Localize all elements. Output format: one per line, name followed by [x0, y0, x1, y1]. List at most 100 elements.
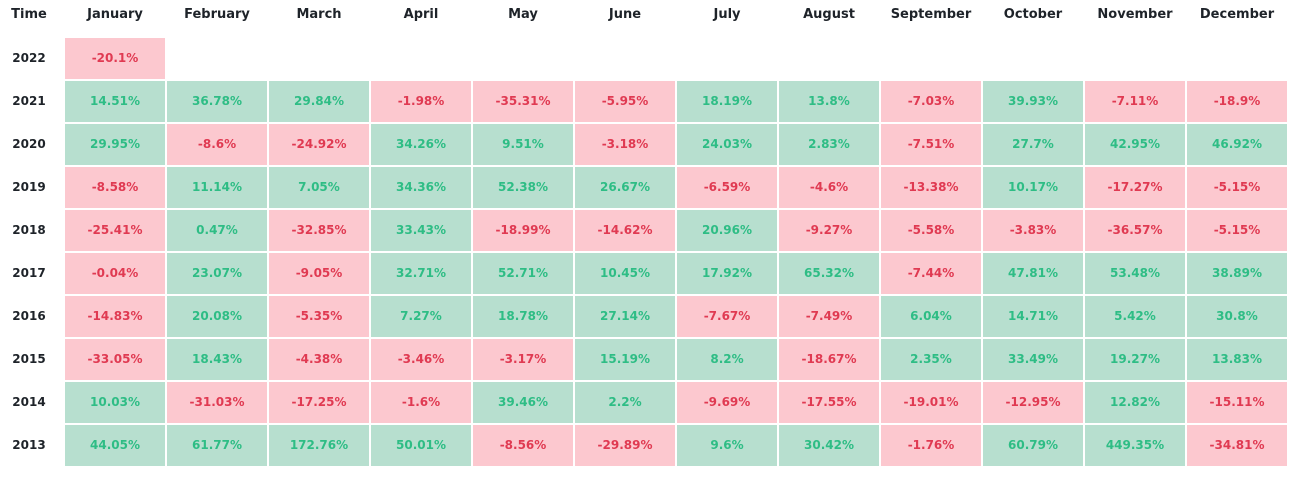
return-cell: 36.78% — [167, 81, 267, 122]
return-cell: 14.51% — [65, 81, 165, 122]
year-label: 2021 — [12, 94, 46, 108]
return-cell: 10.45% — [575, 253, 675, 294]
return-cell: 9.51% — [473, 124, 573, 165]
return-cell: -5.35% — [269, 296, 369, 337]
return-cell: -18.99% — [473, 210, 573, 251]
return-cell: 52.38% — [473, 167, 573, 208]
return-cell: 27.7% — [983, 124, 1083, 165]
return-cell: -3.17% — [473, 339, 573, 380]
month-header: October — [1003, 7, 1063, 22]
return-cell: 15.19% — [575, 339, 675, 380]
return-cell: 33.43% — [371, 210, 471, 251]
return-cell: -18.67% — [779, 339, 879, 380]
year-label: 2013 — [12, 438, 46, 452]
return-cell: -35.31% — [473, 81, 573, 122]
return-cell: 2.35% — [881, 339, 981, 380]
return-cell: -7.49% — [779, 296, 879, 337]
return-cell: 14.71% — [983, 296, 1083, 337]
month-header: April — [403, 7, 439, 22]
return-cell: -9.69% — [677, 382, 777, 423]
return-cell: -34.81% — [1187, 425, 1287, 466]
year-label: 2020 — [12, 137, 46, 151]
return-cell: -3.18% — [575, 124, 675, 165]
return-cell: 19.27% — [1085, 339, 1185, 380]
return-cell: 29.84% — [269, 81, 369, 122]
return-cell: 10.17% — [983, 167, 1083, 208]
return-cell: 18.19% — [677, 81, 777, 122]
return-cell: -19.01% — [881, 382, 981, 423]
return-cell: -24.92% — [269, 124, 369, 165]
return-cell: -7.67% — [677, 296, 777, 337]
return-cell: 30.8% — [1187, 296, 1287, 337]
return-cell: -15.11% — [1187, 382, 1287, 423]
return-cell: 7.27% — [371, 296, 471, 337]
return-cell: -6.59% — [677, 167, 777, 208]
month-header: January — [87, 7, 143, 22]
return-cell: -1.76% — [881, 425, 981, 466]
return-cell: -7.11% — [1085, 81, 1185, 122]
return-cell: 23.07% — [167, 253, 267, 294]
return-cell: 53.48% — [1085, 253, 1185, 294]
return-cell: 42.95% — [1085, 124, 1185, 165]
return-cell: -14.62% — [575, 210, 675, 251]
month-header: December — [1199, 7, 1275, 22]
month-header: June — [608, 7, 642, 22]
return-cell: 18.43% — [167, 339, 267, 380]
month-header: May — [508, 7, 538, 22]
return-cell: -14.83% — [65, 296, 165, 337]
year-label: 2015 — [12, 352, 46, 366]
return-cell: 33.49% — [983, 339, 1083, 380]
return-cell: -3.83% — [983, 210, 1083, 251]
return-cell: -29.89% — [575, 425, 675, 466]
return-cell: 0.47% — [167, 210, 267, 251]
return-cell: 20.96% — [677, 210, 777, 251]
time-header: Time — [11, 7, 47, 22]
return-cell: 34.26% — [371, 124, 471, 165]
return-cell: 38.89% — [1187, 253, 1287, 294]
return-cell: 7.05% — [269, 167, 369, 208]
return-cell: 24.03% — [677, 124, 777, 165]
return-cell: -4.38% — [269, 339, 369, 380]
return-cell: 2.83% — [779, 124, 879, 165]
return-cell: 6.04% — [881, 296, 981, 337]
return-cell: 27.14% — [575, 296, 675, 337]
return-cell: -1.6% — [371, 382, 471, 423]
return-cell: -20.1% — [65, 38, 165, 79]
return-cell: -9.05% — [269, 253, 369, 294]
return-cell: -31.03% — [167, 382, 267, 423]
month-header: February — [184, 7, 250, 22]
return-cell: 44.05% — [65, 425, 165, 466]
return-cell: 13.8% — [779, 81, 879, 122]
return-cell: 17.92% — [677, 253, 777, 294]
return-cell: -1.98% — [371, 81, 471, 122]
return-cell: -17.27% — [1085, 167, 1185, 208]
return-cell: 18.78% — [473, 296, 573, 337]
month-header: July — [713, 7, 741, 22]
return-cell: -5.95% — [575, 81, 675, 122]
return-cell: 8.2% — [677, 339, 777, 380]
return-cell: -7.51% — [881, 124, 981, 165]
return-cell: 2.2% — [575, 382, 675, 423]
return-cell: 29.95% — [65, 124, 165, 165]
return-cell: 46.92% — [1187, 124, 1287, 165]
return-cell: 52.71% — [473, 253, 573, 294]
return-cell: -5.15% — [1187, 167, 1287, 208]
return-cell: 39.46% — [473, 382, 573, 423]
return-cell: 5.42% — [1085, 296, 1185, 337]
return-cell: -25.41% — [65, 210, 165, 251]
year-label: 2016 — [12, 309, 46, 323]
return-cell: -17.25% — [269, 382, 369, 423]
return-cell: -12.95% — [983, 382, 1083, 423]
return-cell: -7.03% — [881, 81, 981, 122]
return-cell: -17.55% — [779, 382, 879, 423]
return-cell: -4.6% — [779, 167, 879, 208]
year-label: 2018 — [12, 223, 46, 237]
return-cell: -0.04% — [65, 253, 165, 294]
return-cell: -7.44% — [881, 253, 981, 294]
return-cell: -36.57% — [1085, 210, 1185, 251]
return-cell: -13.38% — [881, 167, 981, 208]
return-cell: -5.15% — [1187, 210, 1287, 251]
month-header: August — [803, 7, 855, 22]
return-cell: 13.83% — [1187, 339, 1287, 380]
